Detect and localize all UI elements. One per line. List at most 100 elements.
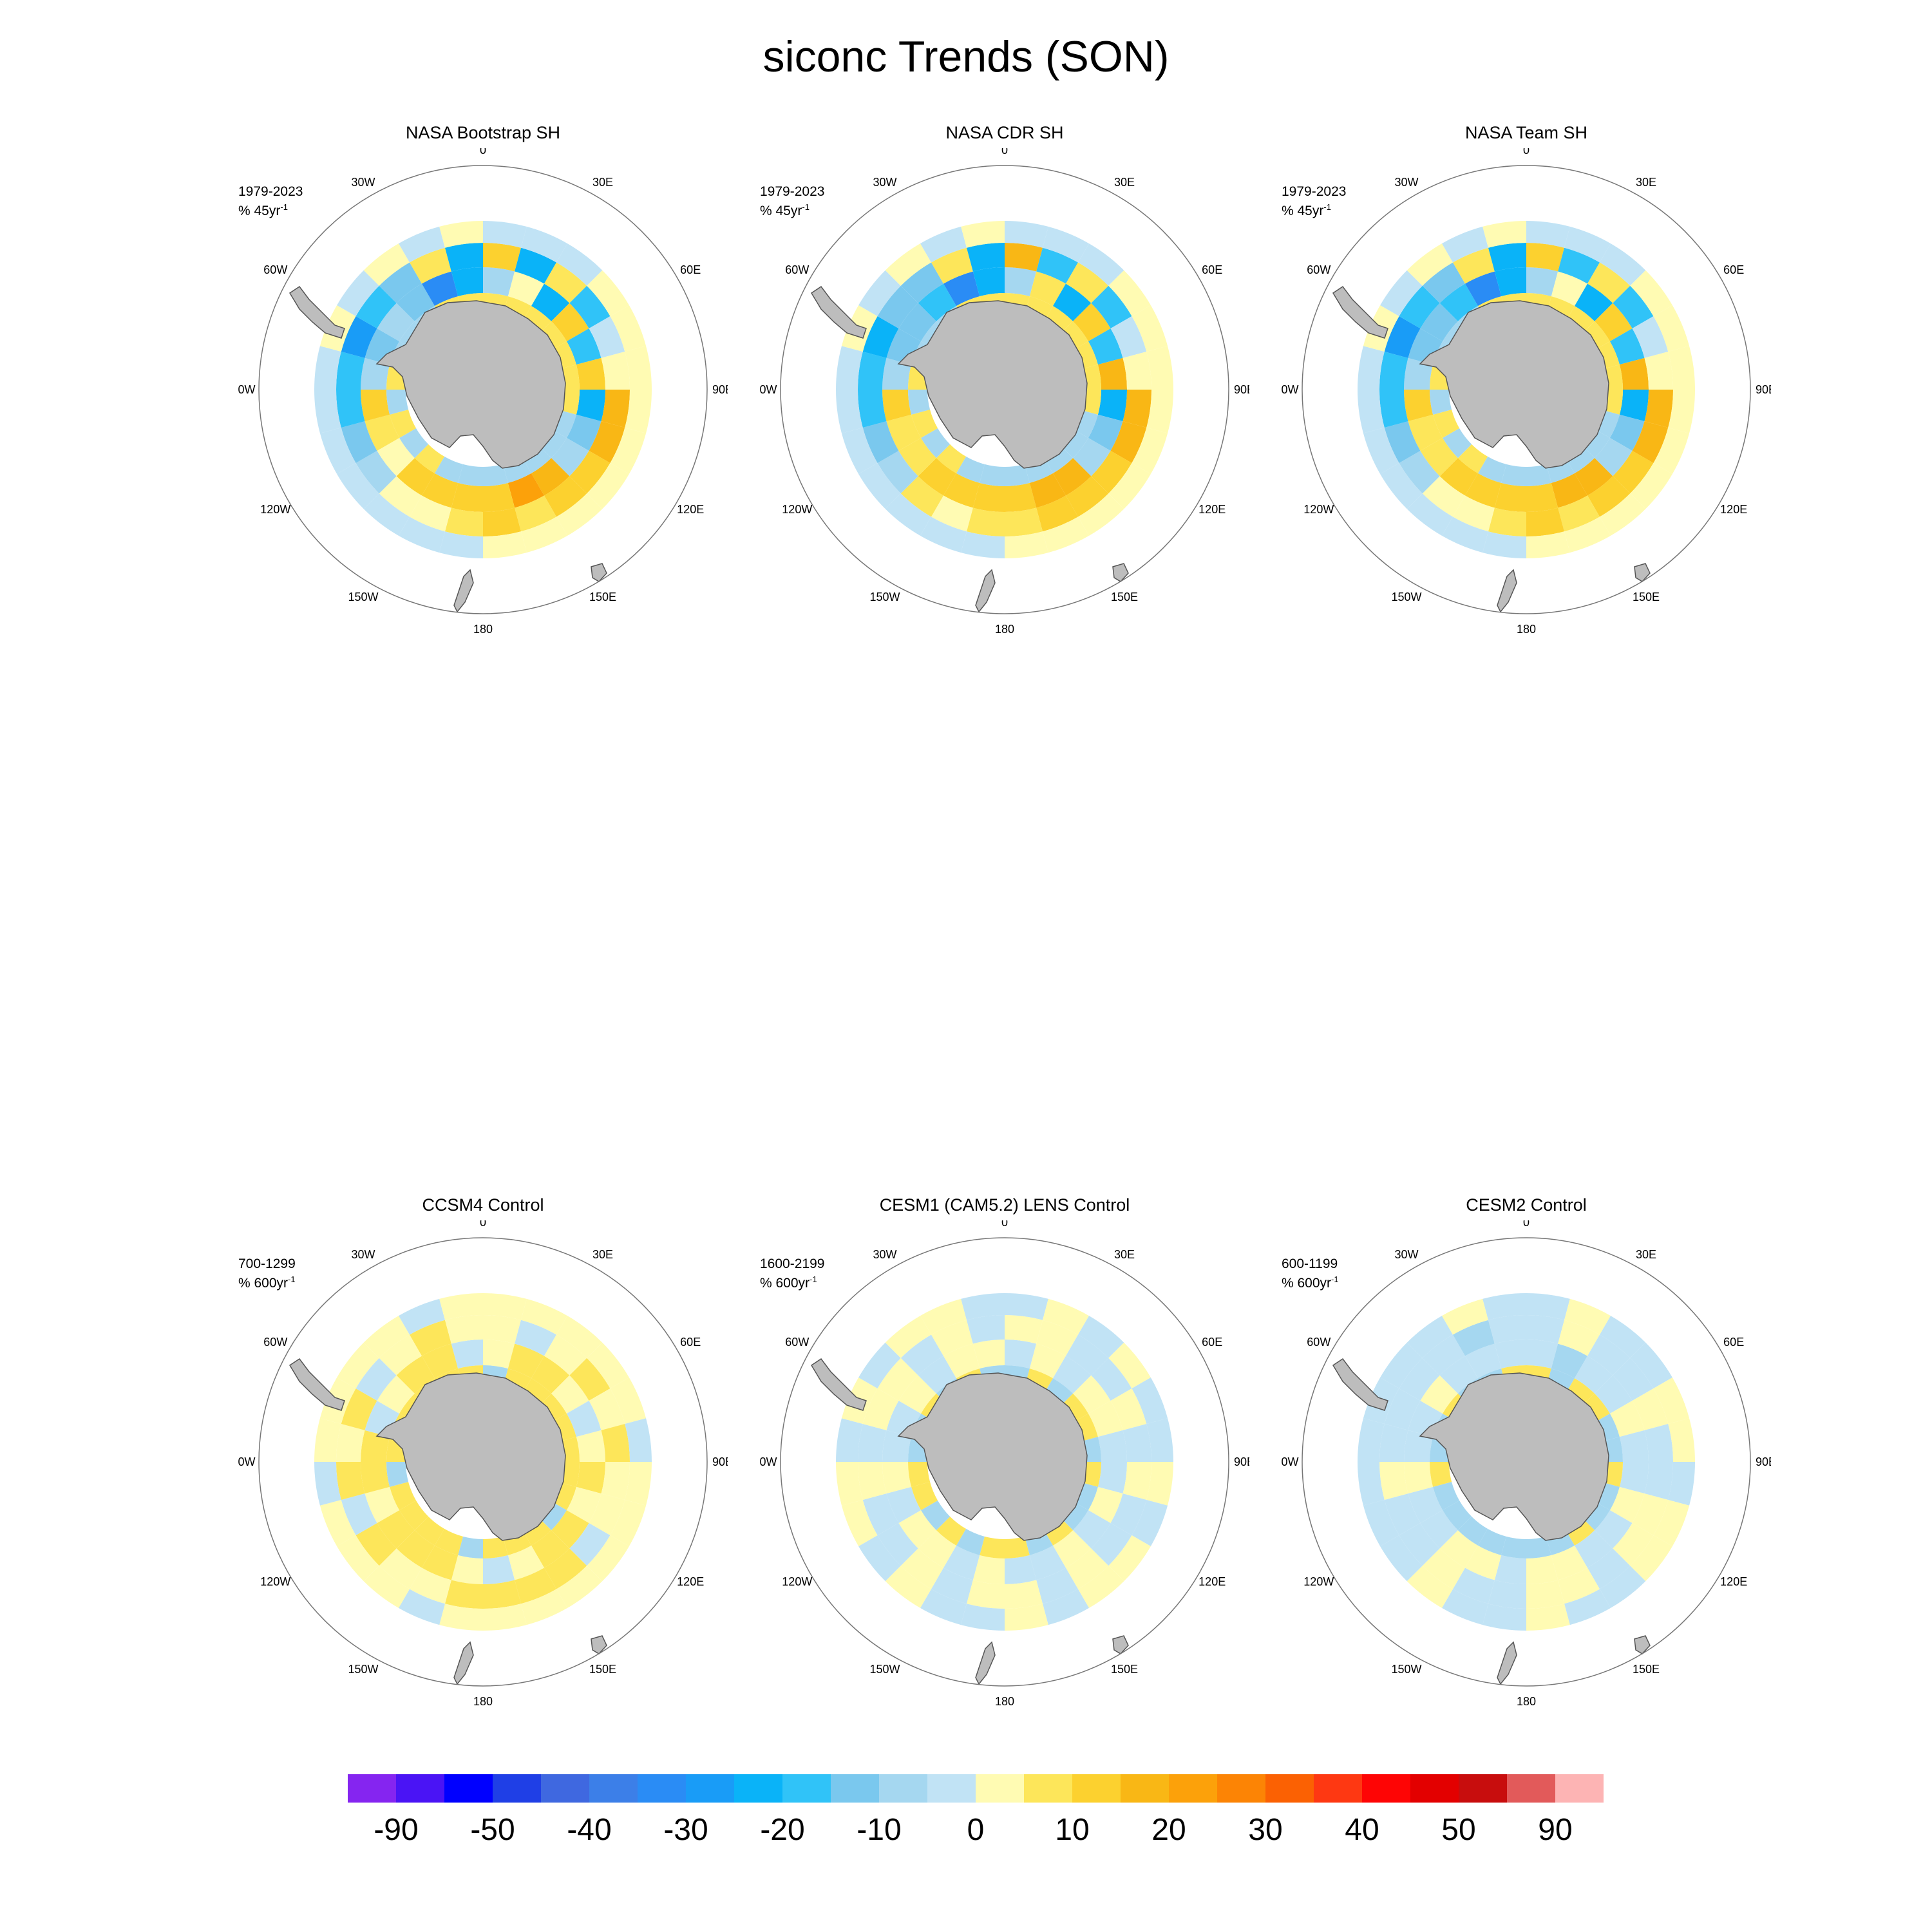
longitude-label: 60E — [680, 263, 701, 276]
ice-trend-cell — [1036, 1320, 1078, 1356]
ice-trend-cell — [521, 1589, 567, 1625]
ice-trend-cell — [444, 507, 483, 536]
ice-trend-cell — [576, 1462, 605, 1494]
colorbar-label: 40 — [1345, 1813, 1379, 1847]
map-panel: NASA Team SH 1979-2023 % 45yr-1 0 30E 60E 90E 1… — [1282, 122, 1771, 657]
ice-trend-cell — [858, 463, 901, 509]
ice-trend-cell — [1644, 1462, 1673, 1501]
ice-trend-cell — [1600, 243, 1646, 286]
polar-map: 0 30E 60E 90E 120E 150E 180 150W 120W 90W 60W 30W — [238, 1220, 728, 1708]
panel-title: CESM2 Control — [1466, 1195, 1587, 1215]
ice-trend-cell — [885, 1316, 931, 1358]
ice-trend-cell — [885, 243, 931, 286]
longitude-label: 90E — [1234, 1455, 1249, 1468]
panel-units: % 45yr-1 — [760, 202, 810, 218]
colorbar-label: -40 — [567, 1813, 611, 1847]
longitude-label: 150W — [1391, 1663, 1421, 1676]
longitude-label: 120W — [260, 1575, 290, 1588]
tasmania-landmass — [1634, 1635, 1651, 1654]
panel-title: CCSM4 Control — [422, 1195, 544, 1215]
longitude-label: 0 — [1523, 1220, 1530, 1229]
ice-trend-cell — [1005, 1293, 1048, 1320]
ice-trend-cell — [1036, 1567, 1078, 1604]
ice-trend-cell — [1575, 1356, 1613, 1394]
colorbar-swatch — [879, 1774, 927, 1803]
longitude-label: 150E — [1111, 591, 1138, 603]
ice-trend-cell — [337, 270, 379, 316]
ice-trend-cell — [379, 476, 422, 517]
colorbar-swatch — [1362, 1774, 1410, 1803]
ice-trend-cell — [1587, 476, 1631, 517]
ice-trend-cell — [898, 1375, 936, 1414]
ice-trend-cell — [410, 495, 451, 532]
ice-trend-cell — [1526, 1580, 1565, 1609]
ice-trend-cell — [882, 1430, 912, 1462]
ice-trend-cell — [882, 357, 912, 390]
ice-trend-cell — [1575, 1530, 1613, 1568]
panel-units: % 600yr-1 — [238, 1274, 296, 1291]
colorbar-swatch — [348, 1774, 396, 1803]
ice-trend-cell — [836, 346, 863, 390]
new-zealand-landmass — [453, 569, 474, 613]
longitude-label: 90W — [760, 1455, 777, 1468]
ice-trend-cell — [1613, 285, 1654, 328]
ice-trend-cell — [1363, 428, 1399, 474]
longitude-label: 60E — [1723, 263, 1744, 276]
colorbar-label: -90 — [374, 1813, 418, 1847]
new-zealand-landmass — [453, 1641, 474, 1685]
new-zealand-landmass — [1497, 569, 1517, 613]
polar-map: 0 30E 60E 90E 120E 150E 180 150W 120W 90W 60W 30W — [238, 148, 728, 636]
ice-trend-cell — [1488, 1580, 1526, 1609]
ice-trend-cell — [1526, 220, 1570, 248]
ice-trend-cell — [336, 1423, 365, 1462]
ice-trend-cell — [1526, 1315, 1565, 1344]
ice-trend-cell — [1132, 1378, 1168, 1424]
panel-units: % 45yr-1 — [1282, 202, 1331, 218]
ice-trend-cell — [858, 1535, 901, 1582]
ice-trend-cell — [1609, 328, 1645, 365]
ice-trend-cell — [1005, 1536, 1030, 1558]
ice-trend-cell — [1551, 1343, 1587, 1379]
ice-trend-cell — [1442, 516, 1488, 553]
longitude-label: 30E — [1114, 1248, 1135, 1261]
ice-trend-cell — [1097, 1462, 1127, 1494]
ice-trend-cell — [521, 226, 567, 263]
ice-trend-cell — [483, 1293, 527, 1320]
ice-trend-cell — [943, 1343, 980, 1379]
colorbar-label: 30 — [1248, 1813, 1282, 1847]
ice-trend-cell — [1005, 507, 1043, 536]
tasmania-landmass — [591, 1635, 607, 1654]
ice-trend-cell — [610, 1378, 647, 1424]
colorbar-swatch — [782, 1774, 831, 1803]
colorbar-label: 20 — [1151, 1813, 1186, 1847]
ice-trend-cell — [483, 507, 522, 536]
ice-trend-cell — [566, 328, 601, 365]
ice-trend-cell — [1132, 1500, 1168, 1546]
ice-trend-cell — [379, 262, 422, 303]
ice-trend-cell — [936, 444, 966, 473]
ice-trend-cell — [931, 247, 973, 284]
longitude-label: 30E — [1636, 1248, 1656, 1261]
ice-trend-cell — [625, 1418, 652, 1462]
ice-trend-cell — [314, 1418, 341, 1462]
ice-trend-cell — [1059, 1501, 1088, 1531]
ice-trend-cell — [1644, 390, 1673, 428]
ice-trend-cell — [841, 1500, 878, 1546]
ice-trend-cell — [1091, 451, 1132, 494]
ice-trend-cell — [625, 346, 652, 390]
ice-trend-cell — [1379, 1462, 1408, 1501]
ice-trend-cell — [341, 1388, 377, 1430]
ice-trend-cell — [1088, 1486, 1123, 1523]
ice-trend-cell — [1575, 283, 1613, 321]
colorbar-label: 50 — [1441, 1813, 1475, 1847]
ice-trend-cell — [587, 1535, 629, 1582]
colorbar-swatch — [493, 1774, 541, 1803]
ice-trend-cell — [1404, 1430, 1434, 1462]
ice-trend-cell — [1526, 464, 1551, 486]
ice-trend-cell — [1110, 316, 1147, 358]
south-america-landmass — [289, 1358, 345, 1411]
ice-trend-cell — [1580, 321, 1610, 351]
map-boundary — [1302, 165, 1751, 614]
ice-trend-cell — [1526, 531, 1570, 558]
ice-trend-cell — [314, 1462, 341, 1506]
